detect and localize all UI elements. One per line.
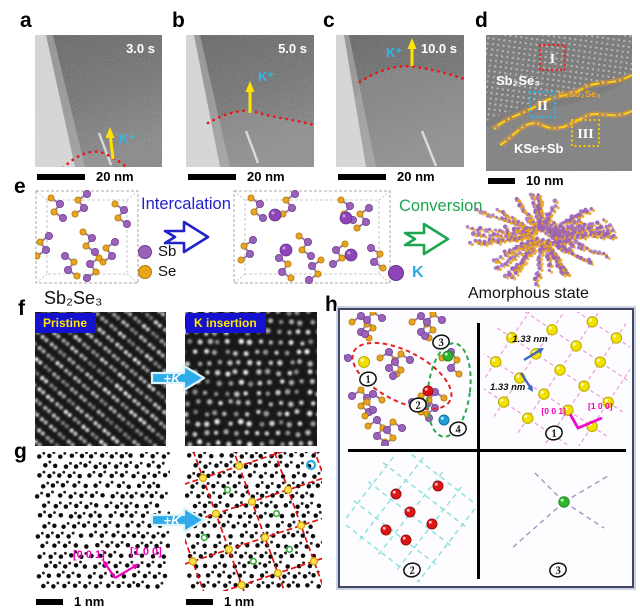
pristine-tag: Pristine (35, 313, 97, 333)
plus-k-arrow-icon: +K (150, 364, 206, 392)
scalebar-label: 20 nm (247, 169, 285, 184)
conversion-label: Conversion (399, 197, 483, 215)
k-atom-icon (388, 265, 404, 281)
intercalation-arrow-icon (163, 220, 210, 254)
distance-a-label: 1.33 nm (512, 334, 548, 345)
sb2se3-phase-label: Sb₂Se₃ (496, 73, 540, 88)
panel-a-letter: a (20, 9, 32, 32)
legend-sb-label: Sb (158, 243, 177, 260)
axis-100-label: [1 0 0] (588, 401, 613, 411)
panel-g-scalebar-right: 1 nm (186, 594, 254, 609)
plus-k-arrow-icon: +K (150, 506, 206, 534)
distance-b-label: 1.33 nm (490, 382, 526, 393)
axis-001-label: [0 0 1] (73, 549, 105, 561)
h-site1-lattice: 1.33 nm 1.33 nm [0 0 1] [1 0 0] 1 (484, 312, 630, 446)
panel-h-box: 1 2 3 4 1.33 nm 1.33 nm [0 0 1] [1 0 0] … (336, 306, 636, 590)
stem-image-pristine (35, 312, 166, 446)
quadrant-divider-horizontal (348, 449, 626, 452)
site-2-marker: 2 (413, 399, 422, 412)
panel-d-scalebar: 10 nm (488, 173, 564, 188)
panel-b-tem-image: 5.0 s K⁺ (186, 35, 314, 167)
legend-sb: Sb (138, 243, 176, 260)
panel-c-letter: c (323, 9, 335, 32)
k-ion-label: K⁺ (119, 131, 135, 146)
scalebar-label: 20 nm (397, 169, 435, 184)
dot-lattice-k-inserted (185, 452, 322, 591)
legend-se-label: Se (158, 263, 177, 280)
legend-k-label: K (412, 264, 424, 281)
axis-100-label: [1 0 0] (130, 546, 162, 558)
panel-d-tem-image: I II III Sb₂Se₃ KₓSb₂Se₃ KSe+Sb (486, 35, 632, 171)
scalebar-line (186, 598, 213, 605)
site-1-marker: 1 (364, 373, 372, 386)
time-label: 10.0 s (421, 41, 457, 56)
legend-se: Se (138, 263, 176, 280)
k-ion-label: K⁺ (258, 69, 274, 84)
plus-k-label: +K (164, 371, 183, 386)
legend-k: K (388, 264, 424, 282)
h-site2-lattice: 2 (344, 454, 476, 582)
scalebar-label: 1 nm (224, 594, 255, 609)
axis-001-label: [0 0 1] (541, 406, 566, 416)
time-label: 3.0 s (126, 41, 155, 56)
quadrant-3-marker: 3 (553, 564, 562, 577)
scalebar-label: 1 nm (74, 594, 105, 609)
plus-k-label: +K (164, 513, 183, 528)
quadrant-1-marker: 1 (550, 427, 558, 440)
panel-h-letter: h (325, 293, 338, 316)
k-insertion-tag: K insertion (186, 313, 266, 333)
panel-a-tem-image: 3.0 s K⁺ (35, 35, 162, 167)
conversion-arrow-icon (403, 222, 450, 256)
site-3-marker: 3 (436, 336, 445, 349)
scalebar-line (36, 598, 63, 605)
panel-a-scalebar: 20 nm (37, 169, 134, 184)
k-ion-label: K⁺ (386, 45, 402, 60)
scalebar-label: 10 nm (526, 173, 564, 188)
scalebar-line (338, 173, 386, 180)
panel-b-scalebar: 20 nm (188, 169, 285, 184)
h-site3-lattice: 3 (511, 471, 609, 578)
panel-d-letter: d (475, 9, 488, 32)
scalebar-line (188, 173, 236, 180)
kse-sb-phase-label: KSe+Sb (514, 141, 564, 156)
scalebar-line (488, 177, 515, 184)
region-2-label: II (537, 99, 548, 114)
panel-g-scalebar-left: 1 nm (36, 594, 104, 609)
site-4-marker: 4 (453, 423, 462, 436)
stem-image-k-inserted (185, 312, 317, 446)
panel-g-letter: g (14, 440, 27, 463)
intercalation-label: Intercalation (141, 195, 231, 213)
h-structure-overview: 1 2 3 4 (344, 312, 472, 446)
se-atom-icon (138, 264, 152, 279)
sb-atom-icon (138, 244, 152, 259)
panel-b-letter: b (172, 9, 185, 32)
sb2se3-crystal-model (35, 190, 139, 284)
amorphous-structure-model (465, 192, 618, 288)
time-label: 5.0 s (278, 41, 307, 56)
kxsb2se3-phase-label: KₓSb₂Se₃ (558, 89, 601, 100)
scalebar-line (37, 173, 85, 180)
amorphous-state-label: Amorphous state (468, 285, 589, 302)
dot-lattice-pristine: [0 0 1] [1 0 0] (35, 452, 170, 591)
scalebar-label: 20 nm (96, 169, 134, 184)
panel-c-tem-image: 10.0 s K⁺ (336, 35, 464, 167)
k-intercalated-crystal-model (233, 190, 391, 284)
region-1-label: I (550, 52, 555, 67)
sb2se3-label: Sb₂Se₃ (44, 288, 103, 308)
panel-c-scalebar: 20 nm (338, 169, 435, 184)
panel-e-letter: e (14, 175, 26, 198)
region-3-label: III (577, 127, 593, 142)
quadrant-2-marker: 2 (407, 564, 416, 577)
panel-f-letter: f (18, 297, 25, 320)
